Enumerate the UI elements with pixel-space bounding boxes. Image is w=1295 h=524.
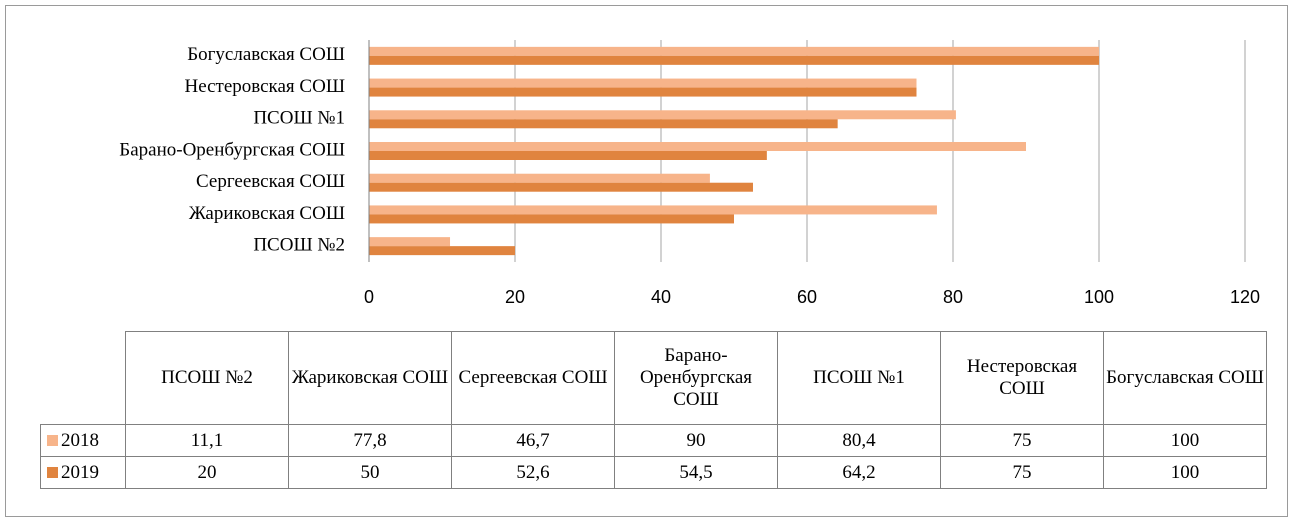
y-tick-label: Барано-Оренбургская СОШ bbox=[119, 139, 345, 160]
table-header-cell: ПСОШ №1 bbox=[777, 331, 941, 425]
table-value-cell: 77,8 bbox=[288, 424, 452, 457]
bar bbox=[369, 142, 1026, 151]
bar bbox=[369, 182, 753, 192]
legend-swatch bbox=[47, 466, 58, 478]
y-tick-label: Богуславская СОШ bbox=[187, 44, 345, 65]
legend-label: 2018 bbox=[61, 429, 99, 451]
table-header-cell: Жариковская СОШ bbox=[288, 331, 452, 425]
x-tick-label: 120 bbox=[1230, 287, 1260, 307]
y-tick-label: Сергеевская СОШ bbox=[196, 171, 345, 192]
table-header-cell: Нестеровская СОШ bbox=[940, 331, 1104, 425]
legend-swatch bbox=[47, 434, 58, 446]
chart-frame bbox=[5, 5, 1288, 517]
bar bbox=[369, 46, 1099, 56]
bar bbox=[369, 87, 917, 97]
x-tick-label: 0 bbox=[364, 287, 374, 307]
bar bbox=[369, 110, 956, 120]
table-header-cell: Барано-Оренбургская СОШ bbox=[614, 331, 778, 425]
table-value-cell: 50 bbox=[288, 456, 452, 489]
table-value-cell: 20 bbox=[125, 456, 289, 489]
bar bbox=[369, 55, 1099, 65]
x-tick-label: 20 bbox=[505, 287, 525, 307]
table-header-row: ПСОШ №2 Жариковская СОШ Сергеевская СОШ Бар… bbox=[41, 331, 1267, 425]
table-value-cell: 75 bbox=[940, 456, 1104, 489]
bar bbox=[369, 78, 917, 88]
bar bbox=[369, 246, 515, 256]
table-value-cell: 11,1 bbox=[125, 424, 289, 457]
table-value-cell: 54,5 bbox=[614, 456, 778, 489]
y-tick-label: Жариковская СОШ bbox=[189, 203, 345, 224]
table-value-cell: 46,7 bbox=[451, 424, 615, 457]
legend-cell: 2018 bbox=[40, 424, 126, 457]
bar bbox=[369, 151, 767, 160]
table-value-cell: 90 bbox=[614, 424, 778, 457]
table-row: 2018 11,1 77,8 46,7 90 80,4 75 100 bbox=[40, 424, 1267, 457]
bar bbox=[369, 205, 937, 215]
x-tick-label: 80 bbox=[943, 287, 963, 307]
table-value-cell: 64,2 bbox=[777, 456, 941, 489]
table-row: 2019 20 50 52,6 54,5 64,2 75 100 bbox=[40, 456, 1267, 489]
table-value-cell: 80,4 bbox=[777, 424, 941, 457]
table-value-cell: 75 bbox=[940, 424, 1104, 457]
bar bbox=[369, 119, 838, 129]
legend-label: 2019 bbox=[61, 461, 99, 483]
x-tick-label: 40 bbox=[651, 287, 671, 307]
table-header-cell: ПСОШ №2 bbox=[125, 331, 289, 425]
table-value-cell: 100 bbox=[1103, 424, 1267, 457]
table-corner bbox=[41, 332, 126, 425]
y-tick-label: ПСОШ №1 bbox=[253, 108, 345, 129]
x-tick-label: 60 bbox=[797, 287, 817, 307]
chart: 0 20 40 60 80 100 120 ПСОШ №2 Жариковская СОШ Сер… bbox=[119, 40, 1260, 307]
table-header-cell: Сергеевская СОШ bbox=[451, 331, 615, 425]
legend-cell: 2019 bbox=[40, 456, 126, 489]
bar bbox=[369, 173, 710, 183]
y-tick-label: Нестеровская СОШ bbox=[184, 76, 345, 97]
table-value-cell: 52,6 bbox=[451, 456, 615, 489]
data-table: ПСОШ №2 Жариковская СОШ Сергеевская СОШ Бар… bbox=[40, 331, 1267, 489]
bar bbox=[369, 237, 451, 247]
table-value-cell: 100 bbox=[1103, 456, 1267, 489]
bar bbox=[369, 214, 734, 224]
x-tick-label: 100 bbox=[1084, 287, 1114, 307]
table-header-cell: Богуславская СОШ bbox=[1103, 331, 1267, 425]
y-tick-label: ПСОШ №2 bbox=[253, 235, 345, 256]
